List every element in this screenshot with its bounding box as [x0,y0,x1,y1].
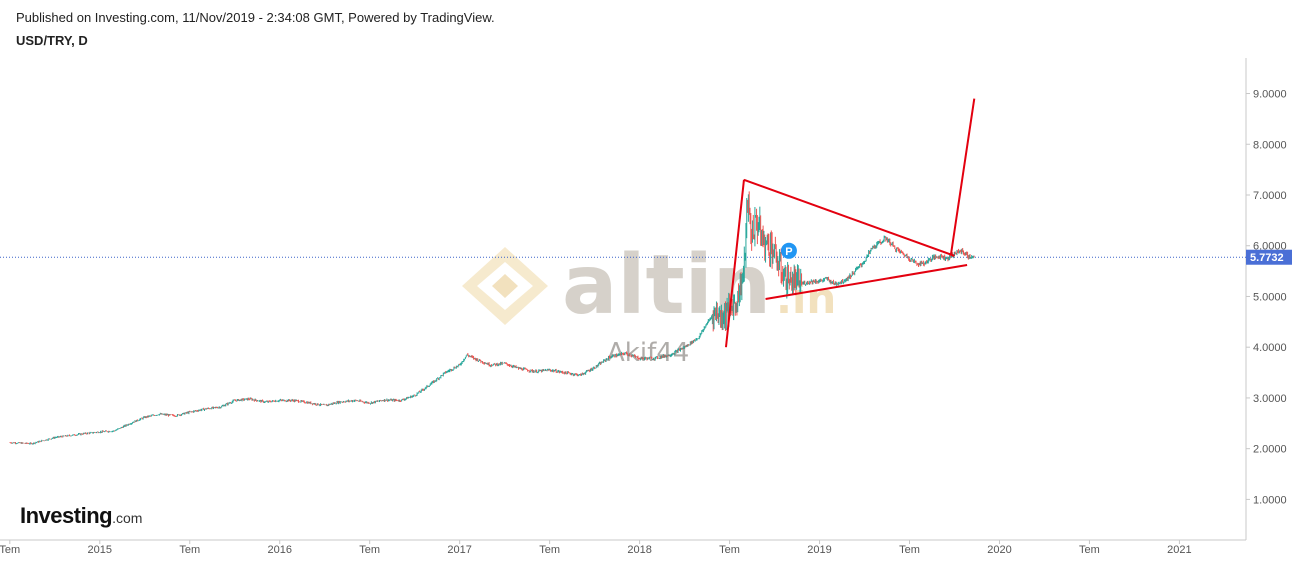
x-tick-label: Tem [359,544,380,556]
investing-logo: Investing.com [20,503,142,529]
candles [9,191,975,445]
x-tick-label: 2021 [1167,544,1191,556]
y-axis: 1.0000 2.0000 3.0000 4.0000 5.0000 6.0000 7.00… [1246,89,1287,506]
logo-brand: Investing [20,503,113,528]
x-tick-label: 2015 [88,544,112,556]
y-tick-label: 6.0000 [1253,241,1287,253]
x-tick-label: 2016 [267,544,291,556]
y-tick-label: 4.0000 [1253,342,1287,354]
y-tick-label: 9.0000 [1253,89,1287,101]
x-tick-label: Tem [539,544,560,556]
x-tick-label: 2020 [987,544,1011,556]
x-tick-label: Tem [719,544,740,556]
published-caption: Published on Investing.com, 11/Nov/2019 … [16,10,495,25]
y-tick-label: 7.0000 [1253,190,1287,202]
y-tick-label: 3.0000 [1253,393,1287,405]
x-tick-label: Tem [899,544,920,556]
watermark-suffix: .in [776,274,836,323]
y-tick-label: 8.0000 [1253,139,1287,151]
logo-suffix: .com [112,510,143,526]
x-tick-label: 2017 [447,544,471,556]
watermark: altin .in Akif44 [462,238,836,368]
symbol-title: USD/TRY, D [16,33,88,48]
trend-lines [724,98,976,348]
x-tick-label: Tem [0,544,20,556]
watermark-author: Akif44 [607,338,689,368]
x-tick-label: Tem [1079,544,1100,556]
x-tick-label: Tem [179,544,200,556]
x-tick-label: 2019 [807,544,831,556]
last-price-tag: 5.7732 [1246,249,1292,265]
trend-line [765,264,968,300]
y-tick-label: 1.0000 [1253,494,1287,506]
trend-line [724,179,745,348]
marker-p-icon[interactable]: P [780,242,797,259]
watermark-logo-icon [462,247,548,325]
x-tick-label: 2018 [627,544,651,556]
marker-label: P [785,246,792,258]
y-tick-label: 5.0000 [1253,291,1287,303]
trend-line [743,178,955,257]
y-tick-label: 2.0000 [1253,444,1287,456]
last-price-label: 5.7732 [1250,252,1284,264]
trend-line [949,98,976,256]
x-axis: Tem 2015 Tem 2016 Tem 2017 Tem 2018 Tem 2019 Tem 20… [0,540,1192,556]
